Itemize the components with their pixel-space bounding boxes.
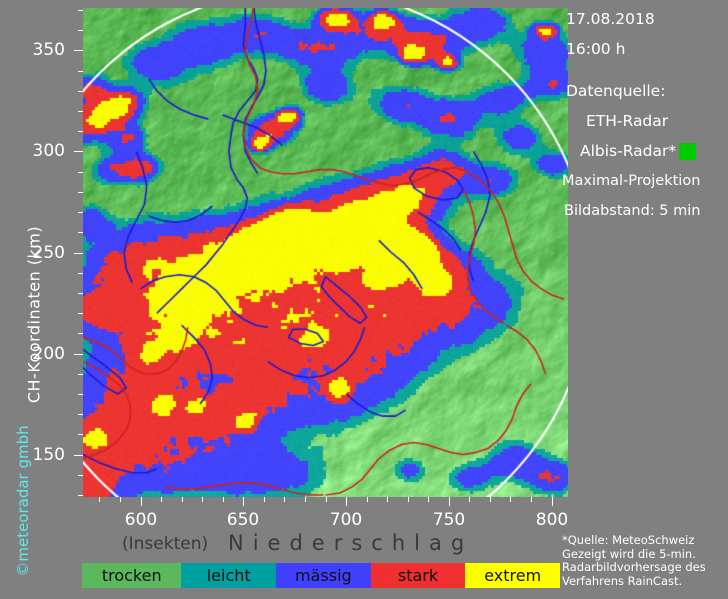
x-axis-tick-label: 600	[124, 510, 158, 530]
y-axis-tick-label: 350	[32, 40, 65, 60]
x-axis-major-tick	[552, 497, 553, 506]
x-axis-tick-label: 650	[226, 510, 260, 530]
precipitation-title: Niederschlag	[228, 531, 474, 555]
legend-item-leicht[interactable]: leicht	[181, 563, 277, 588]
albis-radar-marker-swatch	[679, 142, 697, 160]
y-axis-major-tick	[74, 253, 83, 254]
x-axis-minor-tick	[428, 497, 429, 502]
y-axis-major-tick	[74, 50, 83, 51]
copyright-label: ©meteoradar gmbh	[14, 425, 32, 577]
x-axis-minor-tick	[490, 497, 491, 502]
footnote-line-4: Verfahrens RainCast.	[562, 573, 683, 588]
x-axis-minor-tick	[202, 497, 203, 502]
x-axis-major-tick	[243, 497, 244, 506]
x-axis-major-tick	[346, 497, 347, 506]
x-axis-minor-tick	[223, 497, 224, 502]
x-axis-major-tick	[449, 497, 450, 506]
x-axis-minor-tick	[264, 497, 265, 502]
insects-label: (Insekten)	[122, 534, 209, 554]
y-axis-tick-label: 300	[32, 141, 65, 161]
x-axis-minor-tick	[367, 497, 368, 502]
x-axis-minor-tick	[120, 497, 121, 502]
precipitation-legend[interactable]: trocken leicht mässig stark extrem	[82, 563, 561, 588]
footnote-line-3: Radarbildvorhersage des	[562, 560, 706, 574]
x-axis-tick-label: 800	[535, 510, 569, 530]
legend-item-mssig[interactable]: mässig	[276, 563, 371, 588]
legend-item-trocken[interactable]: trocken	[82, 563, 182, 588]
y-axis-major-tick	[74, 354, 83, 355]
radar-image-canvas	[83, 8, 568, 497]
legend-item-stark[interactable]: stark	[370, 563, 466, 588]
legend-item-extrem[interactable]: extrem	[465, 563, 561, 588]
x-axis-tick-label: 700	[329, 510, 363, 530]
y-axis-title: CH-Koordinaten (km)	[24, 225, 44, 404]
datasource-label: Datenquelle:	[566, 82, 666, 100]
x-axis-tick-label: 750	[432, 510, 466, 530]
info-panel: 17.08.2018 16:00 h Datenquelle: ETH-Rada…	[562, 4, 728, 226]
footnote-line-1: *Quelle: MeteoSchweiz	[562, 533, 695, 547]
x-axis-minor-tick	[182, 497, 183, 502]
x-axis-minor-tick	[99, 497, 100, 502]
spacer	[566, 64, 728, 76]
image-interval-label: Bildabstand: 5 min	[564, 203, 701, 219]
projection-label: Maximal-Projektion	[562, 173, 701, 189]
x-axis-minor-tick	[326, 497, 327, 502]
x-axis-minor-tick	[531, 497, 532, 502]
x-axis-minor-tick	[284, 497, 285, 502]
footnote-block: *Quelle: MeteoSchweiz Gezeigt wird die 5…	[562, 533, 728, 588]
x-axis-minor-tick	[469, 497, 470, 502]
x-axis-minor-tick	[510, 497, 511, 502]
x-axis-minor-tick	[387, 497, 388, 502]
source-eth-radar: ETH-Radar	[586, 112, 669, 130]
source-albis-radar-row: Albis-Radar*	[566, 136, 728, 166]
date-label: 17.08.2018	[566, 10, 655, 28]
y-axis-major-tick	[74, 151, 83, 152]
time-label: 16:00 h	[566, 40, 626, 58]
radar-plot-area[interactable]	[83, 8, 568, 497]
footnote-line-2: Gezeigt wird die 5-min.	[562, 546, 696, 561]
x-axis-minor-tick	[161, 497, 162, 502]
x-axis-minor-tick	[305, 497, 306, 502]
source-albis-radar-label: Albis-Radar*	[580, 142, 677, 160]
x-axis-minor-tick	[408, 497, 409, 502]
x-axis-major-tick	[141, 497, 142, 506]
y-axis-major-tick	[74, 455, 83, 456]
